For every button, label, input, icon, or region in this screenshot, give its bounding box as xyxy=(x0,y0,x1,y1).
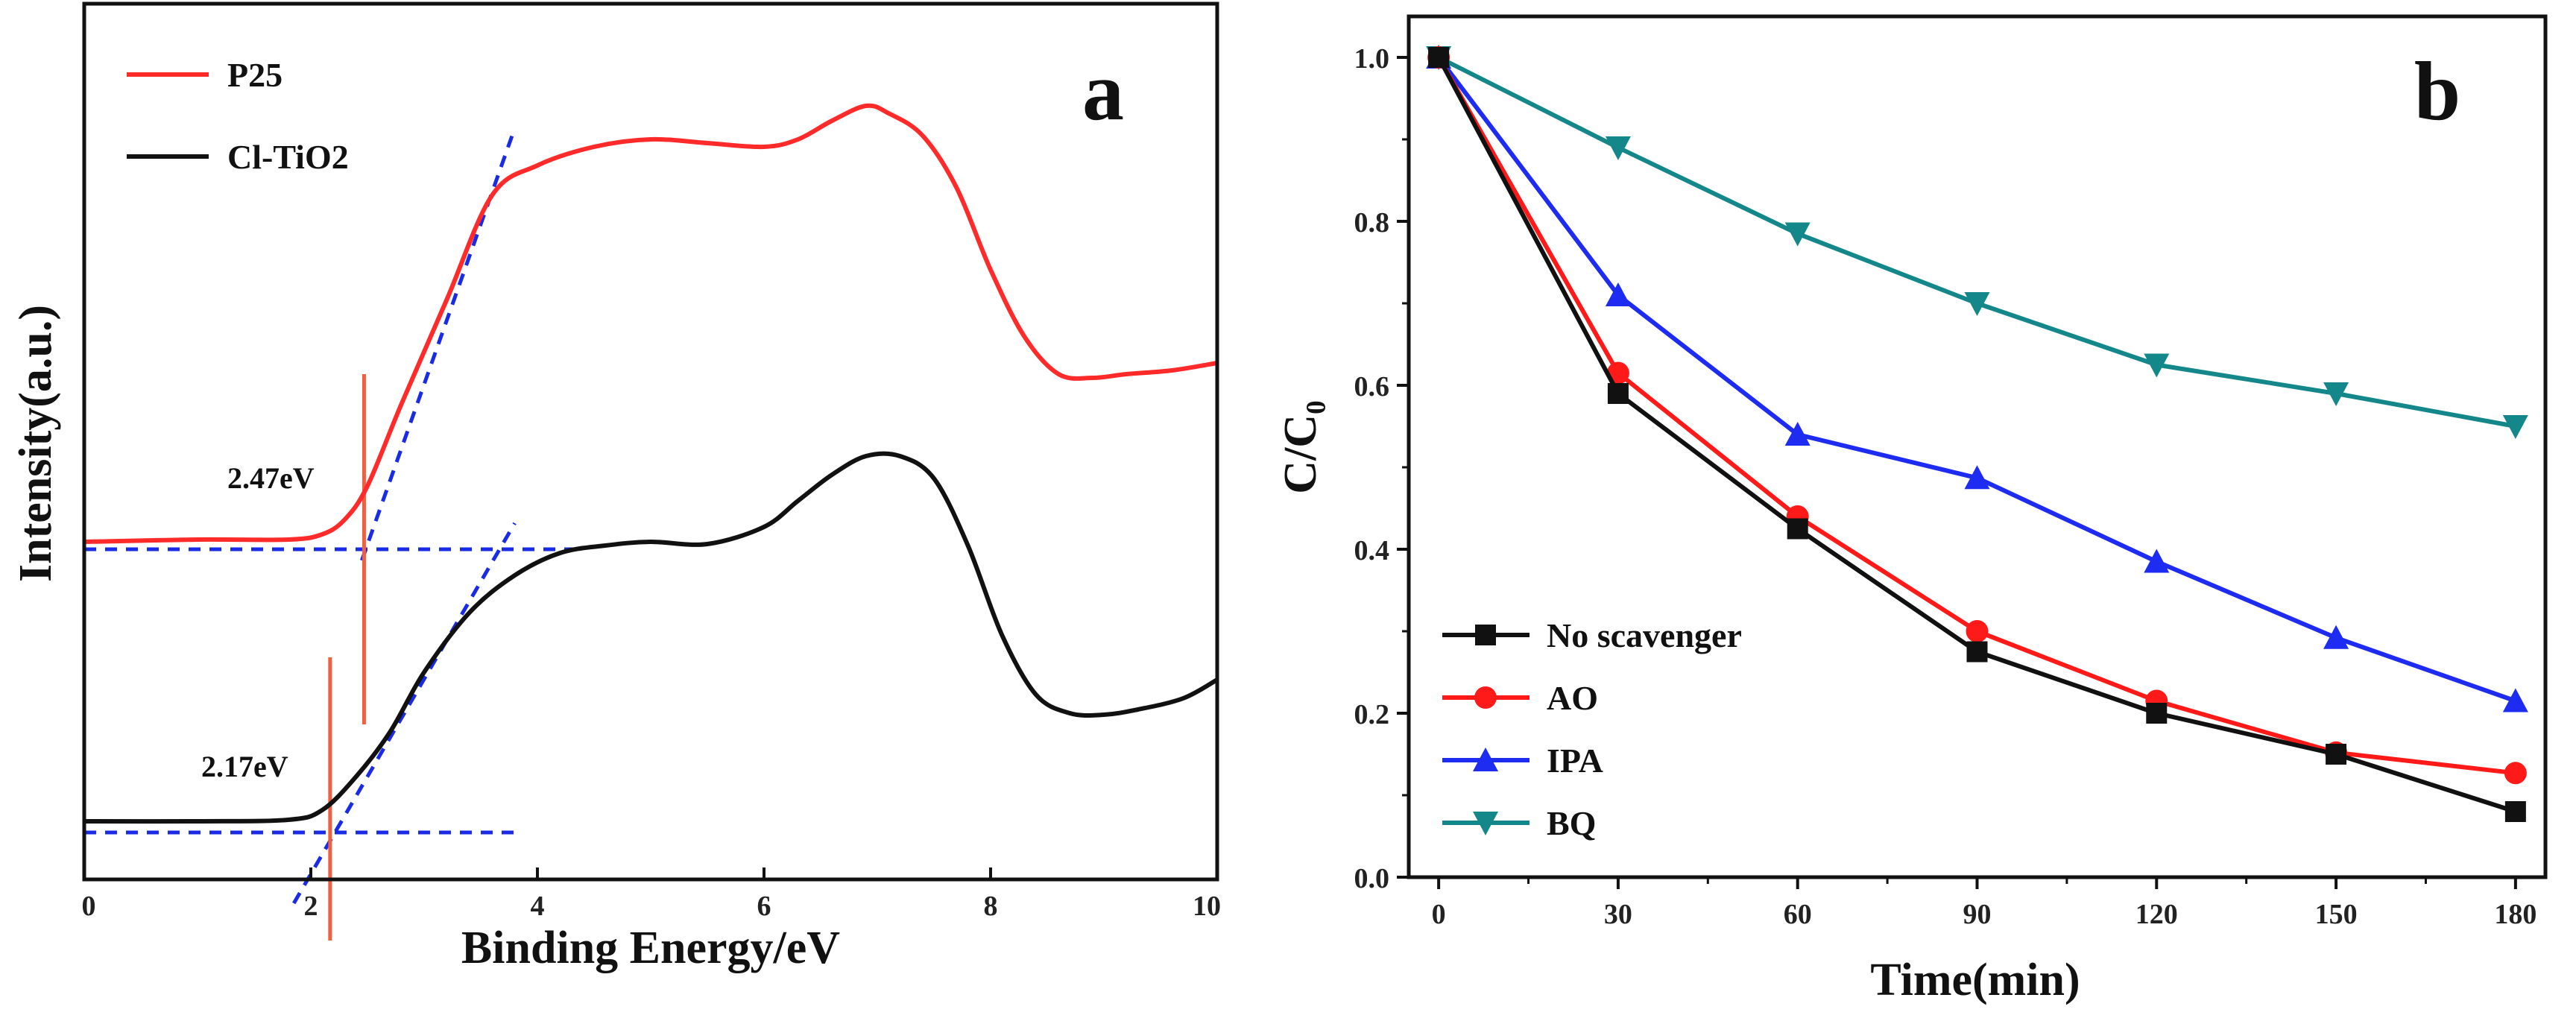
panel-b-y-ticks: 0.0 0.2 0.4 0.6 0.8 1.0 xyxy=(1354,43,1409,894)
panel-b-xtick-label-60: 60 xyxy=(1784,899,1812,930)
point-ao-90 xyxy=(1966,620,1989,642)
point-no-scavenger-60 xyxy=(1787,518,1808,540)
panel-a-xlabel: Binding Energy/eV xyxy=(461,923,840,973)
point-no-scavenger-150 xyxy=(2326,744,2347,765)
panel-a-label: a xyxy=(1082,45,1124,138)
panel-b-xtick-label-0: 0 xyxy=(1432,899,1446,930)
point-ipa-150 xyxy=(2323,625,2349,649)
series-bq xyxy=(1426,46,2528,439)
panel-b-legend: No scavenger AO IPA BQ xyxy=(1442,616,1742,842)
panel-a-xtick-label-4: 4 xyxy=(531,891,545,922)
point-bq-120 xyxy=(2144,353,2170,378)
panel-a-xtick-label-6: 6 xyxy=(757,891,771,922)
panel-a-x-ticks: 0 2 4 6 8 10 xyxy=(82,867,1221,922)
point-ipa-180 xyxy=(2502,688,2528,712)
legend-label-cl-tio2: Cl-TiO2 xyxy=(227,138,349,176)
point-no-scavenger-0 xyxy=(1428,47,1450,68)
panel-b-xtick-label-30: 30 xyxy=(1604,899,1632,930)
panel-b-xtick-label-180: 180 xyxy=(2494,899,2536,930)
panel-b: 0 30 60 90 120 150 180 0.0 0.2 0.4 0.6 0.8 1.0 Time… xyxy=(1275,14,2548,1005)
point-no-scavenger-180 xyxy=(2504,801,2526,822)
legend-marker-bq xyxy=(1473,812,1498,835)
panel-b-xtick-label-150: 150 xyxy=(2315,899,2358,930)
point-bq-30 xyxy=(1605,136,1631,160)
panel-a-xtick-label-2: 2 xyxy=(304,891,318,922)
point-ipa-90 xyxy=(1964,465,1990,490)
panel-a-guide-lines xyxy=(84,127,583,941)
legend-label-p25: P25 xyxy=(227,56,282,94)
curve-p25 xyxy=(83,103,1218,544)
line-ipa xyxy=(1436,56,2516,704)
legend-label-ipa: IPA xyxy=(1547,742,1603,780)
series-no-scavenger xyxy=(1428,47,2526,822)
point-ao-180 xyxy=(2504,762,2527,785)
point-no-scavenger-90 xyxy=(1966,641,1988,663)
annotation-2-17ev: 2.17eV xyxy=(201,750,288,783)
legend-label-no-scavenger: No scavenger xyxy=(1547,616,1742,654)
panel-a-ylabel: Intensity(a.u.) xyxy=(10,305,61,582)
panel-a: 0 2 4 6 8 10 Binding Energy/eV Intensity(a.u.… xyxy=(10,1,1221,973)
panel-b-ytick-label-0-8: 0.8 xyxy=(1354,207,1390,238)
point-ipa-60 xyxy=(1784,422,1811,446)
legend-marker-ipa xyxy=(1473,748,1498,771)
panel-b-xtick-label-120: 120 xyxy=(2135,899,2178,930)
panel-a-legend: P25 Cl-TiO2 xyxy=(127,56,349,176)
panel-a-curves xyxy=(83,103,1219,824)
panel-a-xtick-label-8: 8 xyxy=(984,891,998,922)
point-bq-150 xyxy=(2323,382,2349,406)
panel-a-xtick-label-0: 0 xyxy=(82,891,96,922)
panel-b-ytick-label-0-2: 0.2 xyxy=(1354,699,1390,730)
curve-cl-tio2 xyxy=(83,451,1219,824)
legend-marker-ao xyxy=(1474,686,1497,709)
line-ao xyxy=(1436,56,2516,776)
annotation-2-47ev: 2.47eV xyxy=(227,461,315,495)
series-ipa xyxy=(1426,45,2528,712)
point-bq-60 xyxy=(1784,222,1811,247)
legend-label-ao: AO xyxy=(1547,679,1598,717)
panel-b-ytick-label-0-6: 0.6 xyxy=(1354,371,1390,402)
panel-b-ylabel: C/C₀ xyxy=(1275,400,1326,493)
legend-label-bq: BQ xyxy=(1547,804,1596,842)
point-bq-180 xyxy=(2502,415,2528,439)
panel-b-ytick-label-1-0: 1.0 xyxy=(1354,43,1390,75)
panel-b-xlabel: Time(min) xyxy=(1870,955,2080,1005)
point-ipa-120 xyxy=(2144,549,2170,573)
panel-b-x-ticks: 0 30 60 90 120 150 180 xyxy=(1432,877,2536,930)
point-bq-90 xyxy=(1964,292,1990,316)
point-no-scavenger-120 xyxy=(2146,703,2168,724)
line-no-scavenger xyxy=(1436,56,2516,814)
panel-b-xtick-label-90: 90 xyxy=(1963,899,1992,930)
panel-a-xtick-label-10: 10 xyxy=(1193,891,1221,922)
legend-marker-no-scavenger xyxy=(1475,625,1496,645)
point-ipa-30 xyxy=(1605,282,1631,306)
panel-b-label: b xyxy=(2414,45,2460,138)
series-ao xyxy=(1427,46,2527,785)
point-no-scavenger-30 xyxy=(1607,383,1629,404)
panel-b-ytick-label-0-4: 0.4 xyxy=(1354,535,1390,566)
line-bq xyxy=(1437,55,2516,429)
panel-b-series xyxy=(1426,45,2528,822)
panel-a-frame xyxy=(82,1,1219,882)
tangent-cl-tio2 xyxy=(292,522,517,905)
panel-b-ytick-label-0-0: 0.0 xyxy=(1354,863,1390,894)
